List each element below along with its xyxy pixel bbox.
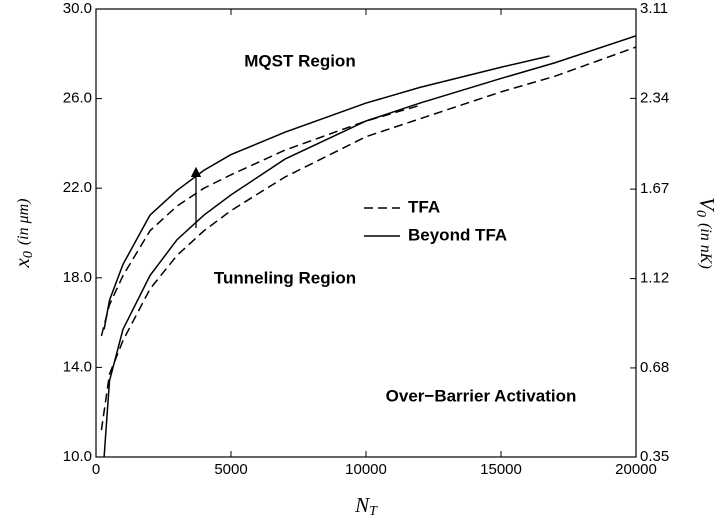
y-tick-label: 14.0 xyxy=(63,358,92,375)
series-line xyxy=(100,46,637,431)
x-tick-label: 5000 xyxy=(214,461,247,478)
x-tick-label: 10000 xyxy=(345,461,387,478)
series-line xyxy=(100,104,421,337)
y2-tick-label: 2.34 xyxy=(640,89,669,106)
y-tick-label: 22.0 xyxy=(63,179,92,196)
y2-tick-label: 1.67 xyxy=(640,180,669,197)
annotation: Over−Barrier Activation xyxy=(386,386,577,405)
y2-tick-label: 0.35 xyxy=(640,448,669,465)
y-tick-label: 26.0 xyxy=(63,90,92,107)
x-axis-label: NT xyxy=(354,493,378,519)
y2-tick-label: 0.68 xyxy=(640,359,669,376)
annotation: Tunneling Region xyxy=(214,268,356,287)
annotation: MQST Region xyxy=(244,51,355,70)
y-tick-label: 30.0 xyxy=(63,0,92,17)
series-line xyxy=(103,35,637,458)
y2-tick-label: 3.11 xyxy=(640,0,668,17)
y2-axis-label: V0(in nK) xyxy=(693,197,719,269)
legend-label: Beyond TFA xyxy=(408,225,507,244)
y-axis-label: x0(in μm) xyxy=(10,198,36,268)
y2-tick-label: 1.12 xyxy=(640,270,669,287)
x-tick-label: 15000 xyxy=(480,461,522,478)
x-tick-label: 20000 xyxy=(615,461,657,478)
series-line xyxy=(103,55,550,330)
y-tick-label: 18.0 xyxy=(63,269,92,286)
legend-label: TFA xyxy=(408,197,440,216)
x-tick-label: 0 xyxy=(92,461,100,478)
y-tick-label: 10.0 xyxy=(63,448,92,465)
